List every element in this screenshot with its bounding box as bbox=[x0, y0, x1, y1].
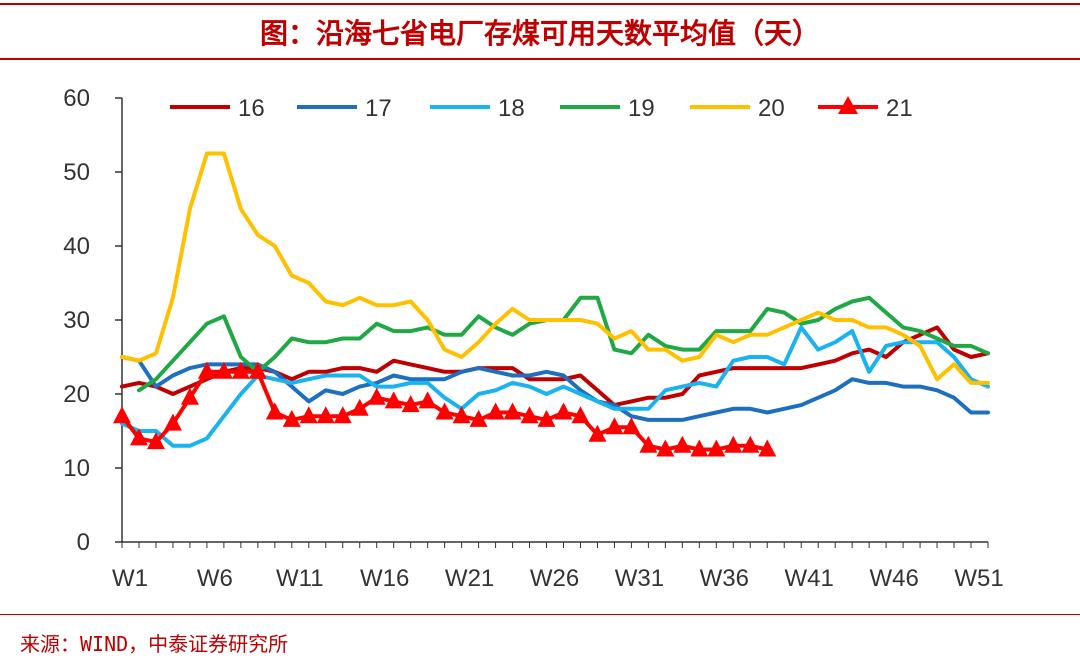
series-point-21 bbox=[741, 435, 760, 453]
series-point-21 bbox=[469, 409, 488, 427]
x-tick-label: W6 bbox=[197, 565, 233, 592]
x-tick-label: W1 bbox=[112, 565, 148, 592]
bottom-rule bbox=[0, 614, 1080, 615]
series-point-21 bbox=[401, 395, 420, 413]
source-note: 来源：WIND，中泰证券研究所 bbox=[20, 632, 289, 656]
y-tick-label: 60 bbox=[63, 85, 90, 112]
line-chart: 0 10 20 30 40 50 60 W1 W6 W11 W16 W21 W26 W31 W36 W41 W4… bbox=[63, 85, 1003, 592]
series-point-21 bbox=[113, 406, 131, 424]
x-tick-label: W36 bbox=[700, 565, 749, 592]
legend-label-18: 18 bbox=[498, 95, 525, 122]
series-point-21 bbox=[384, 391, 403, 409]
x-tick-label: W31 bbox=[615, 565, 664, 592]
legend: 16 17 18 19 20 21 bbox=[170, 95, 913, 122]
series-line-17 bbox=[120, 355, 990, 422]
y-tick-label: 10 bbox=[63, 455, 90, 482]
x-tick-label: W26 bbox=[530, 565, 579, 592]
legend-label-20: 20 bbox=[758, 95, 785, 122]
series-point-21 bbox=[350, 398, 369, 416]
series-point-21 bbox=[197, 361, 216, 379]
y-tick-label: 50 bbox=[63, 159, 90, 186]
series-group bbox=[113, 151, 990, 457]
series-point-21 bbox=[571, 406, 590, 424]
y-tick-label: 20 bbox=[63, 381, 90, 408]
y-tick-label: 30 bbox=[63, 307, 90, 334]
legend-marker-21 bbox=[838, 96, 858, 114]
legend-label-21: 21 bbox=[886, 95, 913, 122]
x-tick-label: W11 bbox=[276, 565, 324, 592]
series-point-21 bbox=[690, 439, 709, 457]
series-point-21 bbox=[622, 417, 641, 435]
series-point-21 bbox=[418, 391, 437, 409]
series-point-21 bbox=[299, 406, 318, 424]
x-tick-label: W16 bbox=[360, 565, 409, 592]
series-point-21 bbox=[452, 406, 471, 424]
title-rule bbox=[0, 58, 1080, 60]
series-point-21 bbox=[214, 361, 233, 379]
series-point-21 bbox=[367, 387, 386, 405]
series-point-21 bbox=[605, 417, 624, 435]
legend-label-16: 16 bbox=[238, 95, 265, 122]
chart-title: 图：沿海七省电厂存煤可用天数平均值（天） bbox=[259, 17, 820, 50]
series-point-21 bbox=[316, 406, 335, 424]
series-point-21 bbox=[724, 435, 743, 453]
series-point-21 bbox=[639, 435, 658, 453]
series-point-21 bbox=[129, 428, 148, 446]
x-tick-label: W46 bbox=[869, 565, 918, 592]
series-line-18 bbox=[120, 325, 990, 448]
legend-label-19: 19 bbox=[628, 95, 655, 122]
legend-label-17: 17 bbox=[365, 95, 392, 122]
y-tick-label: 0 bbox=[77, 529, 90, 556]
series-point-21 bbox=[707, 439, 726, 457]
series-point-21 bbox=[673, 435, 692, 453]
top-rule bbox=[0, 3, 1080, 5]
series-point-21 bbox=[333, 406, 352, 424]
series-point-21 bbox=[231, 361, 250, 379]
y-tick-label: 40 bbox=[63, 233, 90, 260]
series-point-21 bbox=[248, 361, 267, 379]
series-point-21 bbox=[435, 402, 454, 420]
series-point-21 bbox=[520, 406, 539, 424]
series-point-21 bbox=[163, 413, 182, 431]
series-point-21 bbox=[537, 409, 556, 427]
series-line-20 bbox=[120, 151, 990, 385]
series-point-21 bbox=[486, 402, 505, 420]
x-tick-label: W41 bbox=[785, 565, 834, 592]
x-tick-label: W21 bbox=[445, 565, 494, 592]
x-tick-label: W51 bbox=[954, 565, 1003, 592]
axes: 0 10 20 30 40 50 60 W1 W6 W11 W16 W21 W26 W31 W36 W41 W4… bbox=[63, 85, 1003, 592]
series-point-21 bbox=[180, 387, 199, 405]
series-point-21 bbox=[554, 402, 573, 420]
series-point-21 bbox=[282, 409, 301, 427]
series-point-21 bbox=[656, 439, 675, 457]
series-point-21 bbox=[758, 439, 777, 457]
series-point-21 bbox=[265, 402, 284, 420]
series-point-21 bbox=[503, 402, 522, 420]
series-point-21 bbox=[146, 432, 165, 450]
series-point-21 bbox=[588, 424, 607, 442]
